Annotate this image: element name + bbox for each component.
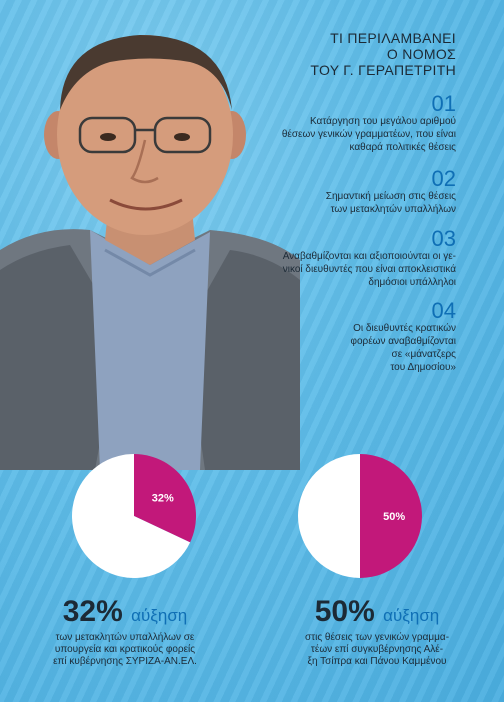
stat-caption: στις θέσεις των γενικών γραμμα- xyxy=(304,632,450,643)
stat-caption: επί κυβέρνησης ΣΥΡΙΖΑ-ΑΝ.ΕΛ. xyxy=(53,656,197,667)
item-text: Σημαντική μείωση στις θέσεις xyxy=(325,191,456,202)
list-item: 04 Οι διευθυντές κρατικών φορέων αναβαθμ… xyxy=(350,300,456,374)
stat-caption: ξη Τσίπρα και Πάνου Καμμένου xyxy=(307,656,447,667)
pie-slice-rest xyxy=(72,454,191,578)
stat-value: 50% xyxy=(314,595,375,628)
pie-slice-rest xyxy=(298,454,360,578)
stat-block: 50% αύξηση στις θέσεις των γενικών γραμμ… xyxy=(262,596,492,668)
pie-label: 32% xyxy=(152,493,174,505)
pie-slice-highlight xyxy=(134,454,196,543)
stat-caption: των μετακλητών υπαλλήλων σε xyxy=(55,632,195,643)
item-text: νικοί διευθυντές που είναι αποκλειστικά xyxy=(282,264,456,275)
list-item: 02 Σημαντική μείωση στις θέσεις των μετα… xyxy=(326,168,456,216)
pie-label: 50% xyxy=(383,511,405,523)
item-text: καθαρά πολιτικές θέσεις xyxy=(349,142,456,153)
item-number: 01 xyxy=(431,91,456,116)
item-text: των μετακλητών υπαλλήλων xyxy=(330,204,456,215)
stat-value: 32% xyxy=(62,595,123,628)
list-item: 03 Αναβαθμίζονται και αξιοποιούνται οι γ… xyxy=(283,228,456,289)
stat-caption: τέων επί συγκυβέρνησης Αλέ- xyxy=(310,644,444,655)
pie-svg: 50% xyxy=(298,454,422,578)
pie-chart: 32% xyxy=(70,452,198,580)
title-line: ΤΟΥ Γ. ΓΕΡΑΠΕΤΡΙΤΗ xyxy=(310,62,456,78)
item-text: Οι διευθυντές κρατικών xyxy=(353,323,456,334)
stat-block: 32% αύξηση των μετακλητών υπαλλήλων σε υ… xyxy=(10,596,240,668)
title-line: ΤΙ ΠΕΡΙΛΑΜΒΑΝΕΙ xyxy=(330,30,456,46)
stat-caption: υπουργεία και κρατικούς φορείς xyxy=(54,644,196,655)
title-line: Ο ΝΟΜΟΣ xyxy=(386,46,456,62)
portrait-photo xyxy=(0,35,300,470)
stat-word: αύξηση xyxy=(131,606,188,625)
item-text: Κατάργηση του μεγάλου αριθμού xyxy=(309,116,456,127)
item-number: 03 xyxy=(431,226,456,251)
pie-svg: 32% xyxy=(72,454,196,578)
item-number: 04 xyxy=(431,298,456,323)
item-text: θέσεων γενικών γραμματέων, που είναι xyxy=(281,129,456,140)
list-item: 01 Κατάργηση του μεγάλου αριθμού θέσεων … xyxy=(282,93,456,154)
item-text: δημόσιοι υπάλληλοι xyxy=(368,277,456,288)
item-text: Αναβαθμίζονται και αξιοποιούνται οι γε- xyxy=(282,251,456,262)
item-text: σε «μάνατζερς xyxy=(391,349,456,360)
item-text: του Δημοσίου» xyxy=(390,362,456,373)
item-text: φορέων αναβαθμίζονται xyxy=(350,336,456,347)
stat-word: αύξηση xyxy=(383,606,440,625)
pie-slice-highlight xyxy=(360,454,422,578)
pie-chart: 50% xyxy=(296,452,424,580)
page-title: ΤΙ ΠΕΡΙΛΑΜΒΑΝΕΙ Ο ΝΟΜΟΣ ΤΟΥ Γ. ΓΕΡΑΠΕΤΡΙ… xyxy=(256,30,456,78)
item-number: 02 xyxy=(431,166,456,191)
